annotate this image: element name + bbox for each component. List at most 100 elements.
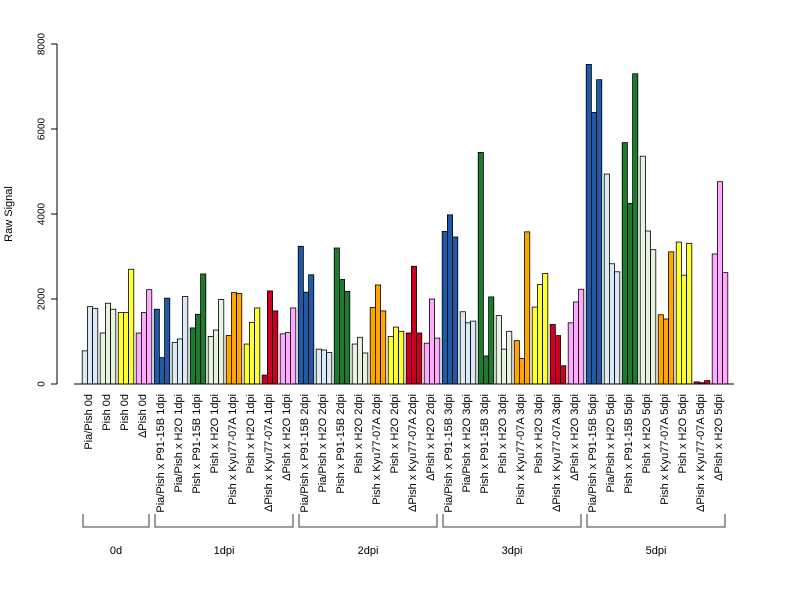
group-bracket	[154, 514, 294, 528]
category-label: Pish x Kyu77-07A 5dpi	[659, 394, 671, 505]
bar	[243, 343, 250, 385]
bar	[506, 330, 513, 385]
category-label: Pish x P91-15B 5dpi	[623, 394, 635, 494]
category-label: Pish x H2O 5dpi	[677, 394, 689, 473]
bar	[380, 310, 387, 385]
bar	[686, 242, 693, 385]
bar	[194, 313, 201, 385]
bar	[542, 273, 549, 385]
x-axis-labels: Pia/Pish 0d Pish 0d Pish 0d ΔPish 0d Pia/Pis…	[83, 394, 725, 513]
category-label: Pish x P91-15B 3dpi	[479, 394, 491, 494]
bar	[452, 236, 459, 385]
category-label: Pish x H2O 1dpi	[245, 394, 257, 473]
bar	[320, 349, 327, 385]
category-label: Pish x H2O 2dpi	[389, 394, 401, 473]
category-label: Pish x H2O 1dpi	[209, 394, 221, 473]
bar	[374, 284, 381, 385]
bar	[711, 253, 718, 385]
bar	[567, 322, 574, 385]
category-label: Pia/Pish x H2O 1dpi	[173, 394, 185, 492]
category-label: ΔPish x Kyu77-07A 1dpi	[263, 394, 275, 512]
category-label: Pish x P91-15B 1dpi	[191, 394, 203, 494]
bar	[333, 247, 340, 385]
bar	[315, 348, 322, 385]
bar	[459, 311, 466, 385]
category-label: Pish x P91-15B 2dpi	[335, 394, 347, 494]
bar	[135, 332, 142, 385]
category-label: ΔPish 0d	[137, 394, 149, 438]
category-label: Pia/Pish x H2O 3dpi	[461, 394, 473, 492]
category-label: Pish 0d	[119, 394, 131, 431]
bar	[446, 214, 453, 385]
bar	[495, 315, 502, 385]
bar	[326, 352, 333, 385]
bar	[351, 343, 358, 385]
bar	[596, 79, 603, 385]
bar	[405, 332, 412, 385]
bar	[254, 307, 261, 385]
bar	[182, 296, 189, 385]
bar	[164, 297, 171, 385]
bar	[308, 274, 315, 385]
bar	[410, 265, 417, 385]
category-label: ΔPish x Kyu77-07A 3dpi	[551, 394, 563, 512]
plot-area	[74, 64, 734, 385]
bar	[171, 341, 178, 385]
bar	[464, 322, 471, 385]
bar	[531, 306, 538, 385]
y-axis: 0 2000 4000 6000 8000	[37, 32, 58, 387]
category-label: Pia/Pish x H2O 5dpi	[605, 394, 617, 492]
group-label: 3dpi	[502, 545, 523, 557]
bar	[500, 348, 507, 385]
category-label: Pish x H2O 3dpi	[497, 394, 509, 473]
group-brackets: 0d 1dpi 2dpi 3dpi 5dpi	[82, 514, 726, 557]
bar	[614, 271, 621, 385]
bar	[356, 336, 363, 385]
bar	[704, 380, 711, 385]
bar	[189, 327, 196, 385]
category-label: Pia/Pish x P91-15B 1dpi	[155, 394, 167, 513]
bar	[236, 293, 243, 385]
bar	[344, 290, 351, 385]
bar	[441, 231, 448, 385]
category-label: Pish x Kyu77-07A 2dpi	[371, 394, 383, 505]
bar	[423, 342, 430, 385]
group-label: 0d	[110, 545, 122, 557]
bar	[513, 340, 520, 385]
bar	[537, 284, 544, 385]
bar	[266, 290, 273, 385]
category-label: Pia/Pish x P91-15B 2dpi	[299, 394, 311, 513]
bar	[609, 263, 616, 385]
category-label: Pish x Kyu77-07A 1dpi	[227, 394, 239, 505]
y-tick-label: 2000	[37, 287, 48, 310]
bar	[200, 273, 207, 385]
bar	[369, 307, 376, 385]
group-label: 5dpi	[646, 545, 667, 557]
category-label: Pia/Pish x H2O 2dpi	[317, 394, 329, 492]
bar	[722, 272, 729, 385]
bar	[470, 320, 477, 385]
bar	[105, 302, 112, 385]
bar	[681, 274, 688, 385]
bar	[302, 291, 309, 385]
group-label: 1dpi	[214, 545, 235, 557]
bar	[434, 337, 441, 385]
bar	[87, 306, 94, 385]
bar	[488, 296, 495, 385]
bar	[392, 326, 399, 385]
bar	[657, 314, 664, 385]
bar	[585, 64, 592, 385]
bar	[81, 350, 88, 385]
bar	[272, 310, 279, 385]
bar	[639, 155, 646, 385]
bar	[627, 202, 634, 385]
bar	[110, 308, 117, 385]
bar	[99, 332, 106, 385]
bar	[573, 301, 580, 385]
bar	[555, 335, 562, 385]
bar	[297, 245, 304, 385]
bar	[362, 352, 369, 385]
bar	[284, 332, 291, 385]
bar	[578, 288, 585, 385]
category-label: ΔPish x H2O 2dpi	[425, 394, 437, 481]
